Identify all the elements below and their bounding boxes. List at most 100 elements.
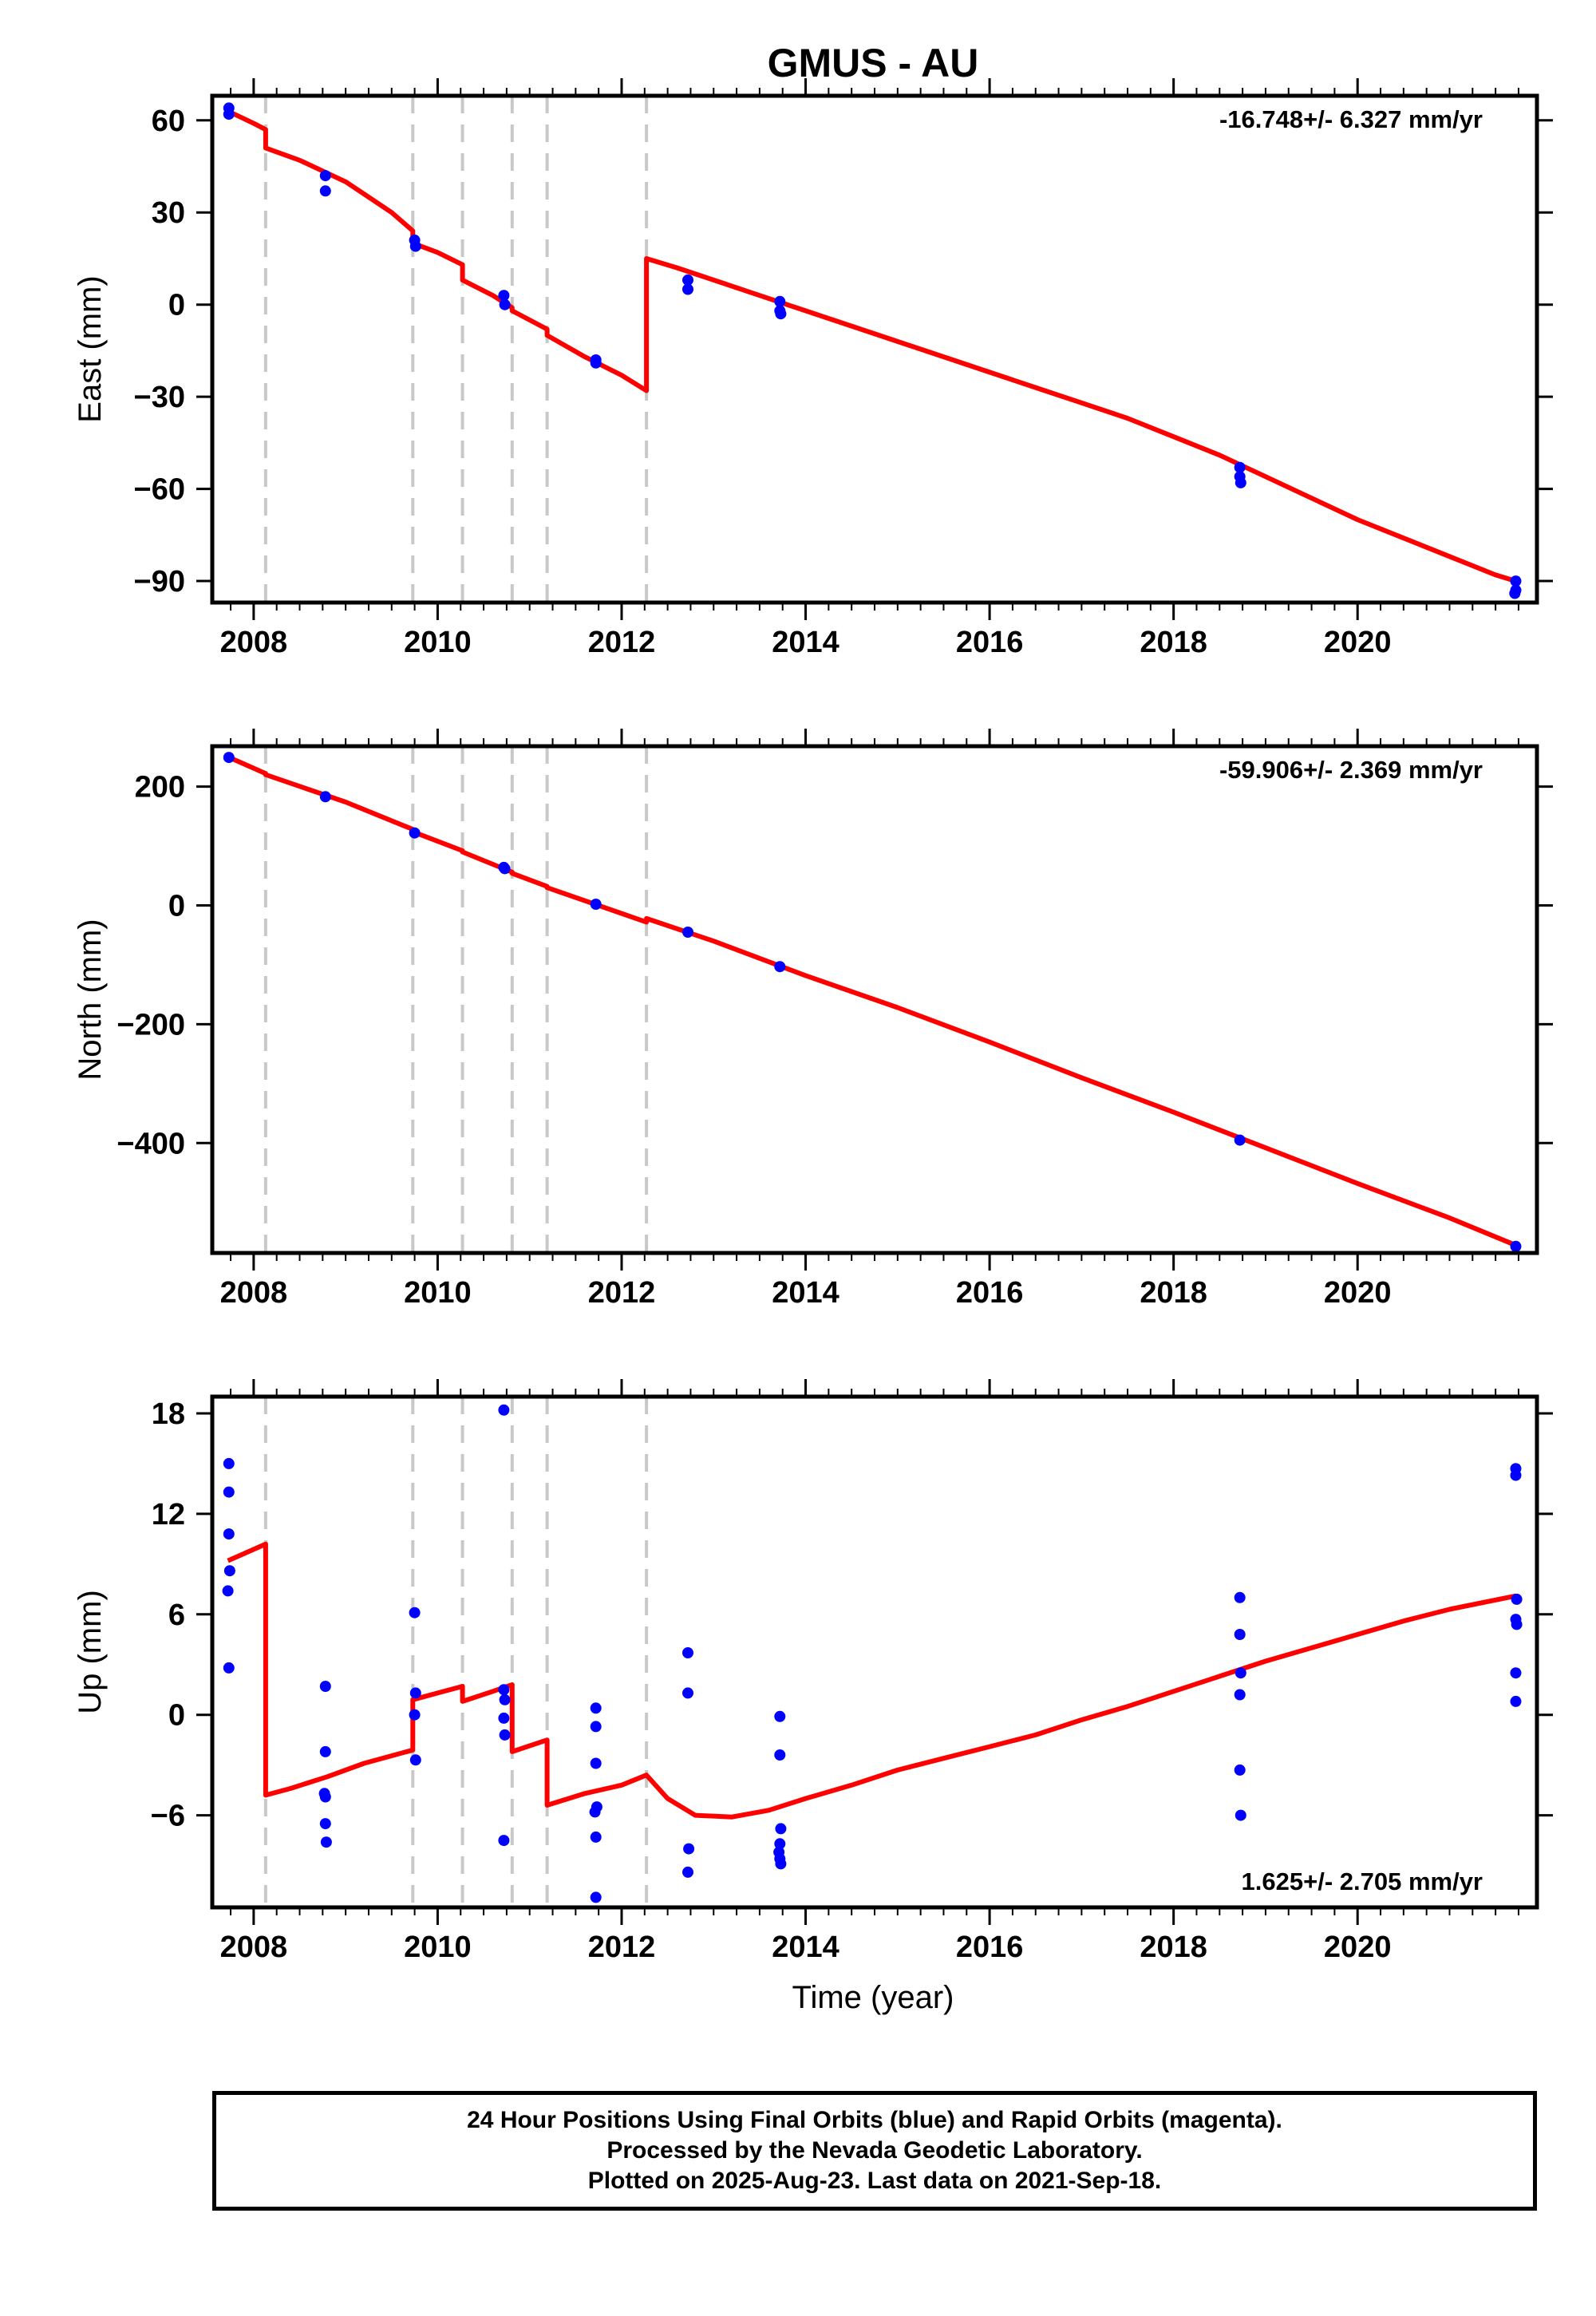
y-axis-label-up: Up (mm) <box>73 1590 108 1714</box>
data-point-east-17 <box>1235 476 1246 488</box>
legend-line-processor: Processed by the Nevada Geodetic Laborat… <box>606 2137 1143 2164</box>
y-axis-label-east: East (mm) <box>73 275 108 422</box>
y-tick-label-north-2: −200 <box>117 1008 185 1041</box>
data-point-up-34 <box>774 1749 786 1761</box>
data-point-east-15 <box>1234 461 1246 473</box>
data-point-north-2 <box>409 827 421 839</box>
legend-line-orbits: 24 Hour Positions Using Final Orbits (bl… <box>467 2107 1282 2133</box>
panel-east: 2008 2010 2012 2014 2016 2018 2020 60 30 0 −30 −60 −… <box>73 78 1553 659</box>
legend-line-dates: Plotted on 2025-Aug-23. Last data on 202… <box>587 2168 1162 2194</box>
data-point-north-8 <box>1234 1134 1246 1146</box>
x-tick-label-north-2018: 2018 <box>1140 1276 1207 1310</box>
data-point-east-3 <box>319 185 331 197</box>
data-point-up-14 <box>409 1709 421 1721</box>
data-point-up-45 <box>1235 1809 1246 1821</box>
data-point-up-35 <box>775 1823 787 1835</box>
x-tick-label-up-2018: 2018 <box>1140 1931 1207 1964</box>
y-tick-label-east-2: 0 <box>168 289 185 322</box>
data-point-east-12 <box>774 295 786 307</box>
data-point-up-28 <box>590 1891 602 1903</box>
data-point-east-1 <box>223 109 235 121</box>
data-point-up-51 <box>1510 1667 1522 1679</box>
data-point-up-50 <box>1511 1618 1523 1630</box>
data-point-east-14 <box>775 308 787 320</box>
data-point-north-6 <box>682 927 693 938</box>
x-tick-label-east-2014: 2014 <box>772 626 839 659</box>
chart-panels: 2008 2010 2012 2014 2016 2018 202060300−30−60−… <box>73 78 1553 1964</box>
model-line-up <box>227 1541 1517 1820</box>
rate-label-east: -16.748+/- 6.327 mm/yr <box>1219 105 1483 133</box>
data-point-up-9 <box>319 1791 331 1803</box>
data-point-up-12 <box>409 1607 421 1618</box>
x-tick-label-east-2008: 2008 <box>220 626 288 659</box>
y-axis-label-north: North (mm) <box>73 919 108 1080</box>
x-tick-label-north-2016: 2016 <box>956 1276 1024 1310</box>
data-point-up-24 <box>590 1757 602 1769</box>
y-tick-label-up-4: −6 <box>151 1800 185 1833</box>
y-tick-label-east-1: 30 <box>152 196 185 230</box>
rate-label-up: 1.625+/- 2.705 mm/yr <box>1242 1867 1483 1895</box>
y-tick-label-up-0: 18 <box>152 1397 185 1431</box>
x-tick-label-east-2016: 2016 <box>956 626 1024 659</box>
x-tick-label-north-2008: 2008 <box>220 1276 288 1310</box>
data-point-up-0 <box>223 1457 235 1469</box>
data-point-east-2 <box>319 170 331 182</box>
data-point-up-11 <box>320 1836 332 1848</box>
x-tick-label-east-2010: 2010 <box>404 626 472 659</box>
data-point-north-4 <box>499 863 511 875</box>
data-point-up-48 <box>1511 1593 1523 1605</box>
y-tick-label-north-1: 0 <box>168 890 185 923</box>
data-point-east-7 <box>499 298 511 310</box>
data-point-north-0 <box>223 752 235 764</box>
panel-north: 2008 2010 2012 2014 2016 2018 2020 200 0 −200 −400… <box>73 729 1553 1310</box>
data-point-up-41 <box>1234 1629 1246 1640</box>
data-point-up-52 <box>1510 1695 1522 1707</box>
x-tick-label-up-2014: 2014 <box>772 1931 839 1964</box>
data-point-north-9 <box>1510 1240 1522 1252</box>
data-point-up-43 <box>1234 1689 1246 1701</box>
data-point-east-18 <box>1510 575 1522 587</box>
rate-label-north: -59.906+/- 2.369 mm/yr <box>1219 756 1483 784</box>
data-point-up-47 <box>1510 1469 1522 1481</box>
data-point-north-7 <box>774 961 786 973</box>
panel-frame-up <box>210 1394 1539 1910</box>
data-point-up-21 <box>498 1835 510 1847</box>
data-point-east-10 <box>682 274 693 286</box>
y-tick-label-east-4: −60 <box>134 473 185 507</box>
chart-title: GMUS - AU <box>768 41 979 85</box>
data-point-east-6 <box>498 290 510 302</box>
data-point-up-29 <box>682 1647 693 1658</box>
data-point-east-5 <box>409 240 421 252</box>
data-point-up-23 <box>590 1721 602 1733</box>
data-point-up-16 <box>498 1404 510 1416</box>
data-point-north-5 <box>590 899 602 910</box>
data-point-up-17 <box>498 1684 510 1696</box>
y-tick-label-east-5: −90 <box>134 565 185 599</box>
x-tick-label-north-2010: 2010 <box>404 1276 472 1310</box>
data-point-up-4 <box>222 1585 234 1597</box>
data-point-up-10 <box>319 1818 331 1830</box>
data-point-up-22 <box>590 1702 602 1714</box>
data-point-up-3 <box>223 1565 235 1577</box>
data-point-east-11 <box>682 283 693 295</box>
y-tick-label-north-0: 200 <box>135 771 185 804</box>
data-point-up-36 <box>774 1838 786 1850</box>
y-tick-label-up-3: 0 <box>168 1699 185 1733</box>
panel-frame-east <box>210 93 1539 605</box>
panel-up: 2008 2010 2012 2014 2016 2018 2020 18 12 6 0 −6 Up (… <box>73 1379 1553 1964</box>
data-point-north-1 <box>319 791 331 803</box>
x-axis-label: Time (year) <box>792 1980 954 2015</box>
x-tick-label-north-2014: 2014 <box>772 1276 839 1310</box>
data-point-east-9 <box>590 357 602 369</box>
data-point-up-18 <box>499 1694 511 1705</box>
data-point-up-30 <box>682 1687 693 1699</box>
data-point-up-19 <box>498 1712 510 1724</box>
data-point-east-20 <box>1509 587 1521 599</box>
data-point-up-15 <box>409 1754 421 1766</box>
x-tick-label-up-2008: 2008 <box>220 1931 288 1964</box>
y-tick-label-up-2: 6 <box>168 1599 185 1632</box>
model-line-north <box>227 754 1517 1248</box>
data-point-up-20 <box>499 1729 511 1741</box>
y-tick-label-east-0: 60 <box>152 105 185 138</box>
